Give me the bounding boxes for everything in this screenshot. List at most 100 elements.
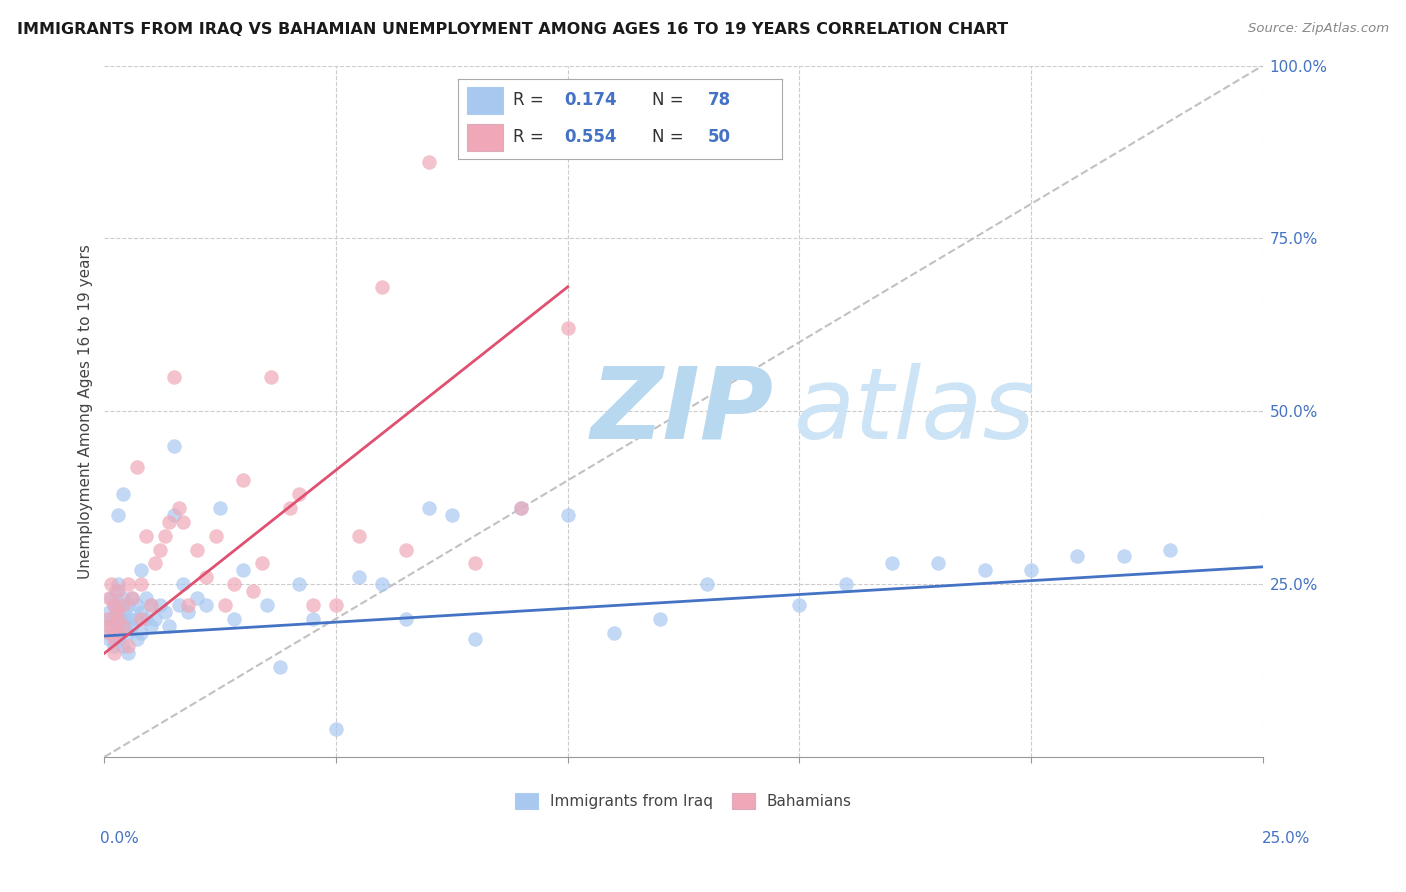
Point (110, 625, 132, 640)
Point (125, 598, 148, 612)
Point (103, 598, 125, 612)
Point (100, 612, 122, 626)
Text: IMMIGRANTS FROM IRAQ VS BAHAMIAN UNEMPLOYMENT AMONG AGES 16 TO 19 YEARS CORRELAT: IMMIGRANTS FROM IRAQ VS BAHAMIAN UNEMPLO… (17, 22, 1008, 37)
Point (418, 155, 440, 169)
Point (204, 529, 226, 543)
Point (149, 598, 172, 612)
Point (510, 501, 533, 516)
Point (167, 598, 190, 612)
Point (107, 632, 129, 647)
Point (347, 529, 370, 543)
Point (172, 515, 194, 529)
Point (302, 598, 325, 612)
Point (163, 508, 186, 522)
Point (347, 570, 370, 584)
Point (117, 598, 139, 612)
Point (111, 487, 134, 501)
Point (603, 625, 626, 640)
Point (186, 591, 208, 605)
Point (96, 612, 118, 626)
Point (232, 563, 254, 577)
Point (114, 618, 136, 632)
Point (177, 605, 200, 619)
Point (103, 646, 125, 660)
Point (394, 542, 416, 557)
Point (107, 605, 129, 619)
Point (135, 529, 157, 543)
Point (260, 369, 283, 384)
Point (117, 577, 139, 591)
Point (143, 612, 166, 626)
Point (131, 577, 153, 591)
Point (103, 598, 125, 612)
Point (100, 591, 122, 605)
Point (111, 640, 134, 654)
Point (195, 570, 218, 584)
Point (789, 598, 811, 612)
Point (177, 598, 200, 612)
Point (104, 584, 127, 599)
Point (464, 632, 486, 647)
Point (325, 723, 347, 737)
Text: atlas: atlas (793, 363, 1035, 459)
Point (1066, 549, 1088, 564)
Point (278, 501, 301, 516)
Legend: Immigrants from Iraq, Bahamians: Immigrants from Iraq, Bahamians (509, 787, 858, 815)
Point (250, 557, 273, 571)
Point (103, 625, 125, 640)
Point (117, 640, 139, 654)
Point (125, 459, 148, 474)
Point (111, 591, 134, 605)
Point (98, 625, 121, 640)
Point (510, 501, 533, 516)
Text: ZIP: ZIP (591, 363, 773, 459)
Point (557, 321, 579, 335)
Point (256, 598, 278, 612)
Point (111, 612, 134, 626)
Point (153, 605, 176, 619)
Point (111, 618, 134, 632)
Point (107, 584, 129, 599)
Point (117, 625, 139, 640)
Point (135, 612, 157, 626)
Point (100, 577, 122, 591)
Point (1159, 542, 1181, 557)
Point (242, 584, 264, 599)
Point (111, 598, 134, 612)
Point (139, 598, 162, 612)
Point (153, 529, 176, 543)
Text: 25.0%: 25.0% (1263, 831, 1310, 846)
Point (107, 577, 129, 591)
Point (835, 577, 858, 591)
Point (121, 591, 143, 605)
Point (418, 501, 440, 516)
Point (117, 646, 139, 660)
Point (131, 612, 153, 626)
Point (325, 598, 347, 612)
Point (107, 508, 129, 522)
Point (167, 501, 190, 516)
Point (288, 487, 311, 501)
Point (107, 625, 129, 640)
Point (118, 612, 141, 626)
Point (125, 612, 148, 626)
Point (973, 563, 995, 577)
Point (696, 577, 718, 591)
Point (131, 625, 153, 640)
Point (98, 591, 121, 605)
Point (131, 563, 153, 577)
Point (302, 612, 325, 626)
Point (288, 577, 311, 591)
Point (157, 618, 180, 632)
Point (163, 439, 186, 453)
Point (149, 542, 172, 557)
Point (224, 612, 246, 626)
Point (1112, 549, 1135, 564)
Point (371, 577, 394, 591)
Point (100, 618, 122, 632)
Point (880, 557, 903, 571)
Point (107, 612, 129, 626)
Point (98, 605, 121, 619)
Point (172, 577, 194, 591)
Point (650, 612, 672, 626)
